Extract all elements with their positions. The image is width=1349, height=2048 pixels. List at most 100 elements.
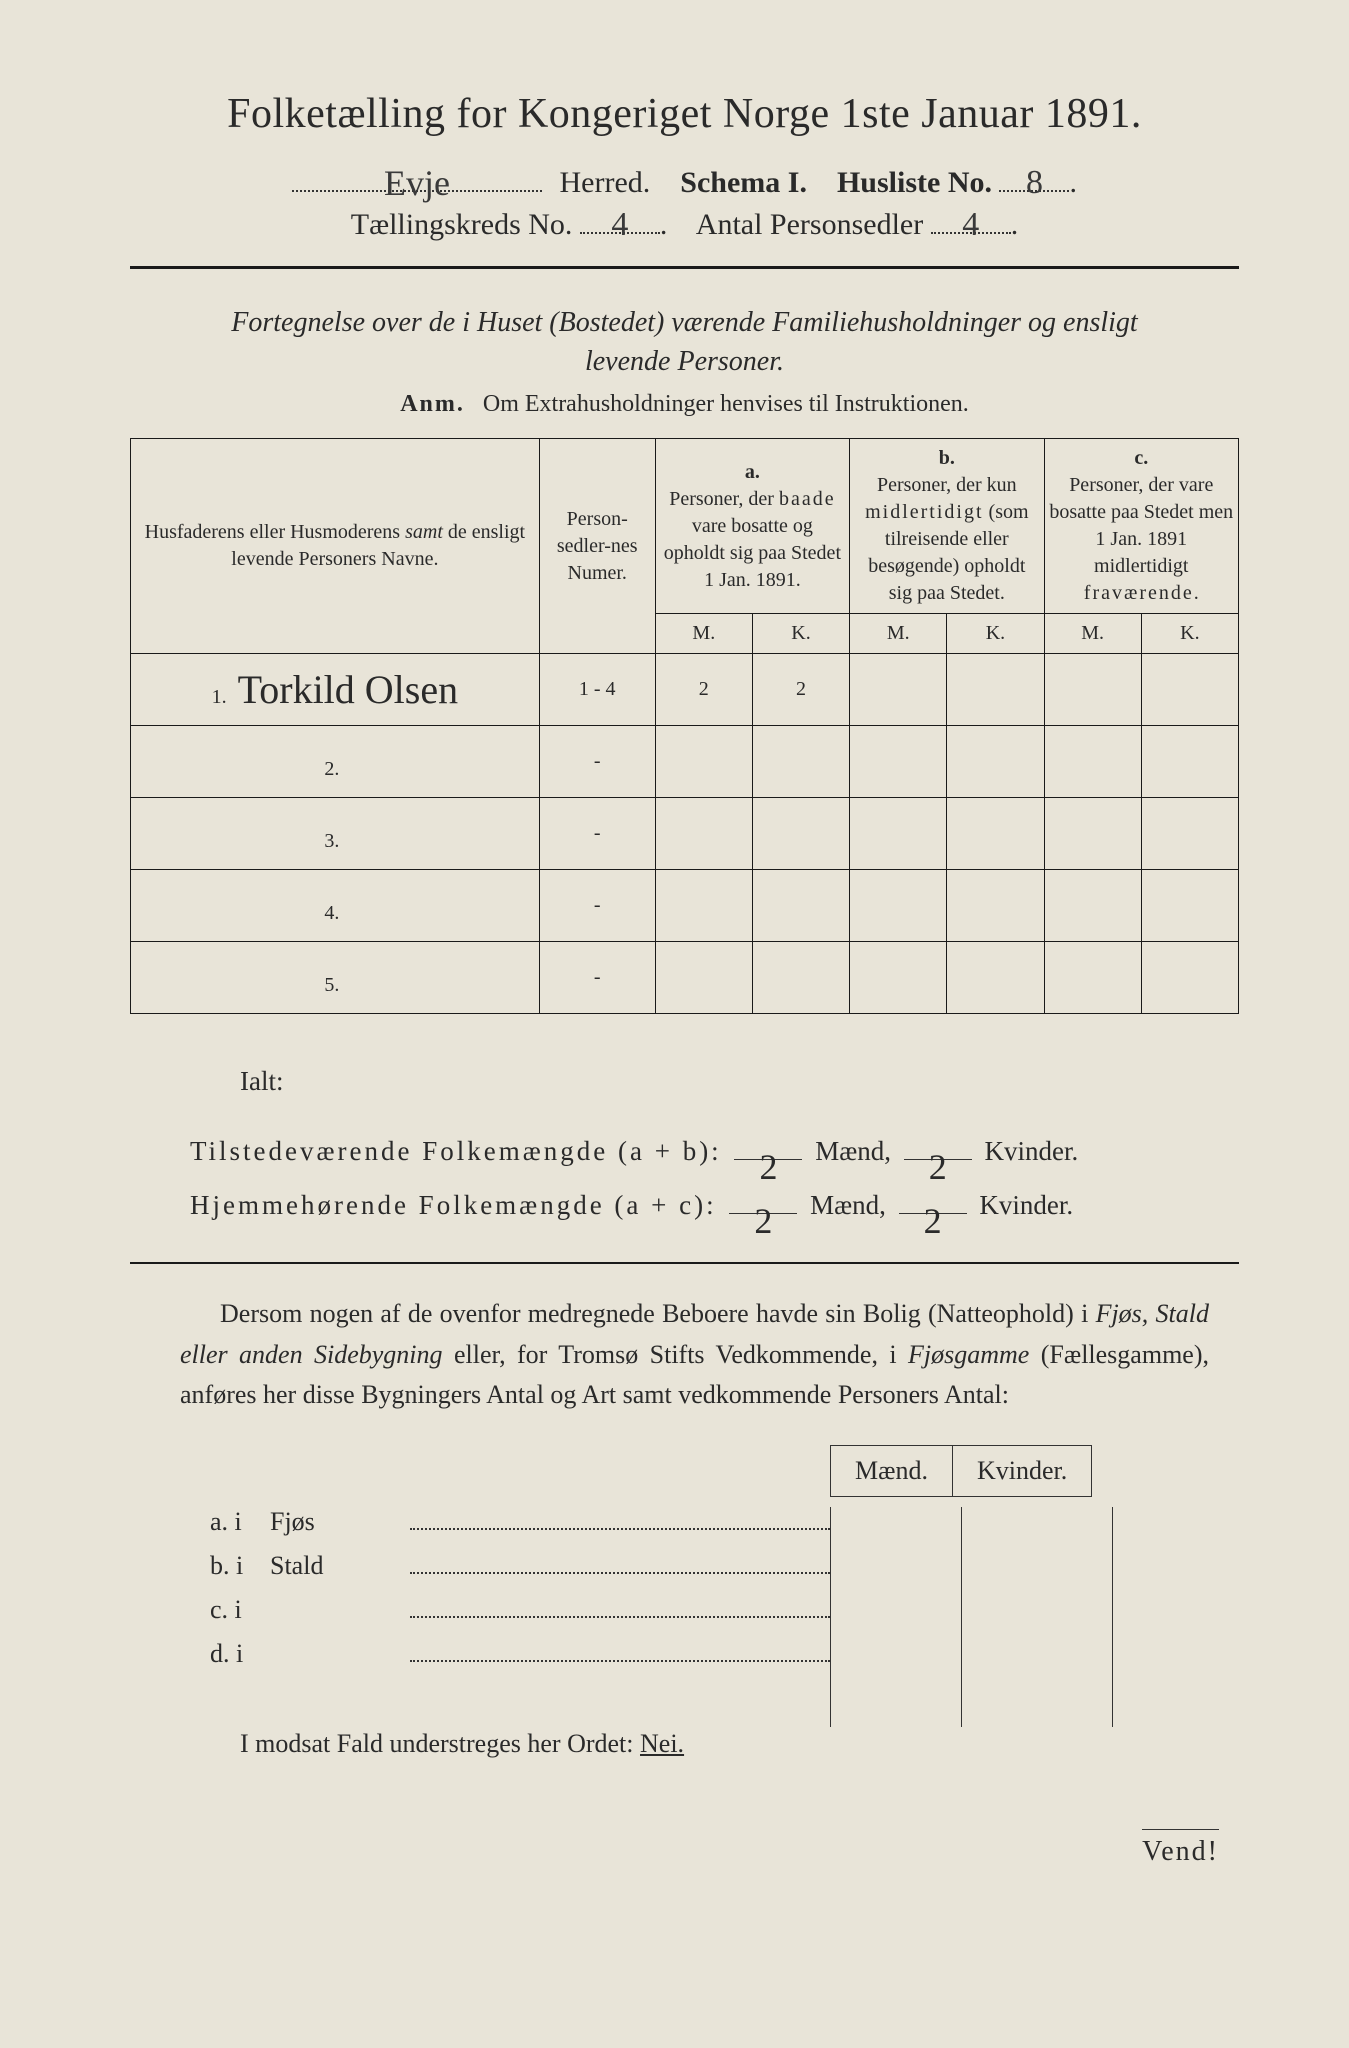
row-b-m — [850, 654, 947, 726]
l2-m-field: 2 — [729, 1213, 797, 1214]
husliste-field: 8 — [999, 190, 1069, 192]
th-num: Person-sedler-nes Numer. — [539, 439, 655, 654]
kreds-value: 4 — [611, 206, 628, 244]
sub-dots — [410, 1612, 830, 1618]
sub-typ: Fjøs — [270, 1507, 410, 1537]
divider — [130, 266, 1239, 269]
sub-lab: b. i — [210, 1551, 270, 1581]
row-c-m — [1044, 726, 1141, 798]
anm-label: Anm. — [400, 391, 465, 417]
table-row: 1. Torkild Olsen1 - 422 — [131, 654, 1239, 726]
sub-lab: d. i — [210, 1639, 270, 1669]
row-c-m — [1044, 654, 1141, 726]
row-c-m — [1044, 942, 1141, 1014]
main-table: Husfaderens eller Husmoderens samt de en… — [130, 438, 1239, 1014]
row-num: 2. — [131, 726, 540, 798]
row-name — [339, 739, 345, 784]
row-a-k — [752, 798, 849, 870]
row-num: 4. — [131, 870, 540, 942]
paragraph: Dersom nogen af de ovenfor medregnede Be… — [180, 1294, 1209, 1415]
row-a-m — [655, 726, 752, 798]
divider-2 — [130, 1262, 1239, 1264]
row-b-k — [947, 870, 1044, 942]
row-c-m — [1044, 870, 1141, 942]
th-b: b. Personer, der kun midlertidigt (som t… — [850, 439, 1044, 614]
row-a-k — [752, 870, 849, 942]
row-b-m — [850, 870, 947, 942]
sub-typ: Stald — [270, 1551, 410, 1581]
sub-lab: a. i — [210, 1507, 270, 1537]
sub-dots — [410, 1656, 830, 1662]
row-a-m — [655, 942, 752, 1014]
th-a: a. Personer, der baade vare bosatte og o… — [655, 439, 849, 614]
row-b-k — [947, 726, 1044, 798]
row-b-k — [947, 798, 1044, 870]
row-c-k — [1141, 870, 1238, 942]
anm-line: Anm. Om Extrahusholdninger henvises til … — [130, 391, 1239, 418]
totals-block: Ialt: Tilstedeværende Folkemængde (a + b… — [190, 1054, 1239, 1232]
row-c-k — [1141, 798, 1238, 870]
l2-k-field: 2 — [899, 1213, 967, 1214]
row-c-k — [1141, 942, 1238, 1014]
antal-label: Antal Personsedler — [696, 208, 923, 241]
l1-m-field: 2 — [734, 1159, 802, 1160]
row-b-m — [850, 726, 947, 798]
row-name: Torkild Olsen — [232, 667, 459, 712]
page-title: Folketælling for Kongeriget Norge 1ste J… — [130, 90, 1239, 138]
table-row: 4. - — [131, 870, 1239, 942]
row-name — [339, 955, 345, 1000]
row-num: 5. — [131, 942, 540, 1014]
row-a-k — [752, 942, 849, 1014]
herred-value: Evje — [384, 162, 450, 204]
header-line-1: Evje Herred. Schema I. Husliste No. 8 . — [130, 166, 1239, 200]
header-line-2: Tællingskreds No. 4 . Antal Personsedler… — [130, 208, 1239, 242]
row-num: 1. Torkild Olsen — [131, 654, 540, 726]
kreds-label: Tællingskreds No. — [351, 208, 573, 241]
th-b-k: K. — [947, 614, 1044, 654]
row-num: 3. — [131, 798, 540, 870]
sub-lab: c. i — [210, 1595, 270, 1625]
row-c-m — [1044, 798, 1141, 870]
row-a-k: 2 — [752, 654, 849, 726]
row-b-m — [850, 798, 947, 870]
husliste-value: 8 — [1026, 164, 1043, 202]
totals-line-2: Hjemmehørende Folkemængde (a + c): 2 Mæn… — [190, 1178, 1239, 1232]
th-c-k: K. — [1141, 614, 1238, 654]
subtitle: Fortegnelse over de i Huset (Bostedet) v… — [190, 303, 1179, 381]
l1-k-field: 2 — [904, 1159, 972, 1160]
row-b-k — [947, 654, 1044, 726]
row-personsedler: - — [539, 870, 655, 942]
mk-kvinder: Kvinder. — [952, 1445, 1092, 1497]
row-b-k — [947, 942, 1044, 1014]
sub-dots — [410, 1524, 830, 1530]
row-b-m — [850, 942, 947, 1014]
table-row: 3. - — [131, 798, 1239, 870]
schema-label: Schema I. — [680, 166, 807, 199]
herred-label: Herred. — [560, 166, 651, 199]
mk-header: Mænd. Kvinder. — [830, 1445, 1239, 1497]
row-a-m — [655, 870, 752, 942]
totals-line-1: Tilstedeværende Folkemængde (a + b): 2 M… — [190, 1124, 1239, 1178]
table-row: 2. - — [131, 726, 1239, 798]
th-b-m: M. — [850, 614, 947, 654]
th-name: Husfaderens eller Husmoderens samt de en… — [131, 439, 540, 654]
row-name — [339, 883, 345, 928]
vend-label: Vend! — [1142, 1829, 1219, 1868]
footer-line: I modsat Fald understreges her Ordet: Ne… — [240, 1729, 1239, 1759]
row-c-k — [1141, 726, 1238, 798]
ialt-label: Ialt: — [240, 1054, 1239, 1108]
th-a-k: K. — [752, 614, 849, 654]
antal-value: 4 — [962, 206, 979, 244]
antal-field: 4 — [931, 232, 1011, 234]
nei-word: Nei. — [640, 1729, 684, 1758]
mk-maend: Mænd. — [830, 1445, 952, 1497]
th-a-m: M. — [655, 614, 752, 654]
th-c: c. Personer, der vare bosatte paa Stedet… — [1044, 439, 1238, 614]
row-personsedler: - — [539, 726, 655, 798]
husliste-label: Husliste No. — [837, 166, 992, 199]
row-a-k — [752, 726, 849, 798]
row-c-k — [1141, 654, 1238, 726]
row-a-m — [655, 798, 752, 870]
th-c-m: M. — [1044, 614, 1141, 654]
table-row: 5. - — [131, 942, 1239, 1014]
